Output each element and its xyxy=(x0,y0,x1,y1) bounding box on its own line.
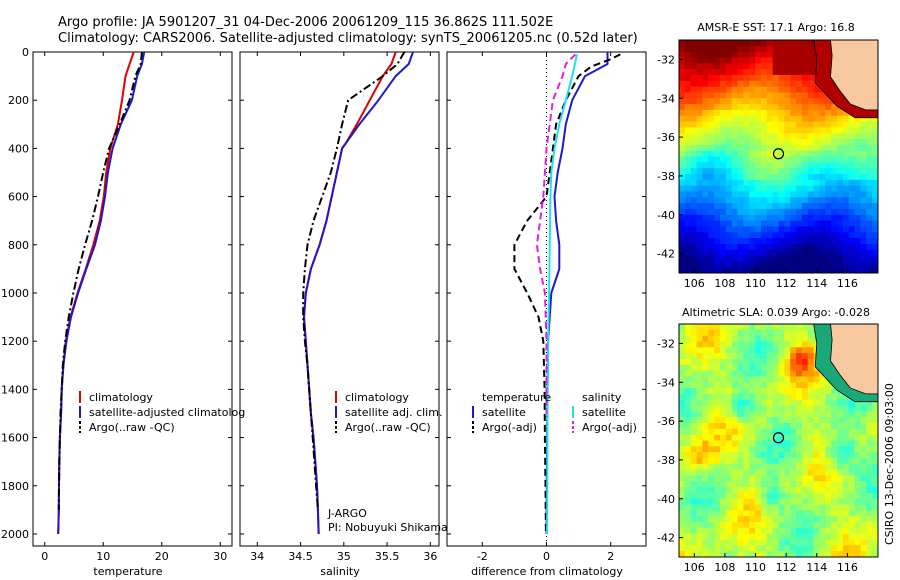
map-frame xyxy=(678,39,879,274)
legend-label-satellite: satellite adj. clim. xyxy=(345,406,442,419)
legend-label-satellite: satellite-adjusted climatolog xyxy=(89,406,245,419)
y-tick-label: -38 xyxy=(657,454,675,467)
x-tick-label: 20 xyxy=(155,550,169,563)
annotation-pi: PI: Nobuyuki Shikama xyxy=(328,521,448,534)
y-tick-label: -40 xyxy=(657,493,675,506)
series-line-climatology xyxy=(303,51,397,535)
y-tick-label: 2000 xyxy=(1,528,29,541)
series-line-argo-raw-qc xyxy=(57,51,143,510)
legend-title-salinity: salinity xyxy=(582,391,622,404)
x-tick-label: 114 xyxy=(806,277,827,290)
legend-label-temp-argo: Argo(-adj) xyxy=(482,421,537,434)
y-tick-label: -42 xyxy=(657,532,675,545)
difference-legend: temperature salinity satellite Argo(-adj… xyxy=(472,391,637,434)
y-tick-label: -32 xyxy=(657,337,675,350)
x-tick-label: 112 xyxy=(776,561,797,574)
x-tick-label: 108 xyxy=(714,277,735,290)
header-line1: Argo profile: JA 5901207_31 04-Dec-2006 … xyxy=(58,15,553,30)
y-tick-label: 1200 xyxy=(1,335,29,348)
annotation-programme: J-ARGO xyxy=(327,507,367,520)
series-line-temperature-argo-adj xyxy=(513,53,621,535)
x-tick-label: 10 xyxy=(96,550,110,563)
salinity-legend: climatology satellite adj. clim. Argo(..… xyxy=(327,391,448,534)
sst-heatmap-cells xyxy=(679,40,878,273)
series-line-satellite-adjusted-climatolog xyxy=(57,51,146,535)
sst-map-title: AMSR-E SST: 17.1 Argo: 16.8 xyxy=(697,21,855,34)
land-mass xyxy=(830,40,878,111)
x-tick-label: 34.5 xyxy=(288,550,313,563)
y-tick-label: 1000 xyxy=(1,287,29,300)
land-mass xyxy=(830,324,878,395)
sst-map: 106 108 110 112 114 116 -32 -34 -36 -38 -40 -42 xyxy=(657,39,879,290)
footer-timestamp: CSIRO 13-Dec-2006 09:03:00 xyxy=(883,383,896,545)
y-tick-label: -36 xyxy=(657,131,675,144)
y-tick-label: 1400 xyxy=(1,383,29,396)
legend-label-temp-satellite: satellite xyxy=(482,406,526,419)
y-tick-label: -34 xyxy=(657,376,675,389)
sla-map: 106 108 110 112 114 116 -32 -34 -36 -38 -40 -42 xyxy=(657,323,879,574)
x-tick-label: 116 xyxy=(837,277,858,290)
difference-axis-label: difference from climatology xyxy=(471,565,623,578)
difference-panel: -2 0 2 xyxy=(447,51,646,563)
series-line-argo-raw-qc xyxy=(302,51,406,510)
x-tick-label: 116 xyxy=(837,561,858,574)
y-tick-label: 0 xyxy=(22,46,29,59)
series-line-satellite-adj-clim xyxy=(303,51,414,535)
header-line2: Climatology: CARS2006. Satellite-adjuste… xyxy=(58,31,638,46)
series-line-salinity-satellite xyxy=(546,54,578,535)
y-tick-label: -38 xyxy=(657,170,675,183)
sla-map-title: Altimetric SLA: 0.039 Argo: -0.028 xyxy=(682,306,870,319)
salinity-panel: 34 34.5 35 35.5 36 xyxy=(240,51,439,563)
y-tick-label: -34 xyxy=(657,92,675,105)
x-tick-label: 110 xyxy=(745,561,766,574)
x-tick-label: 30 xyxy=(213,550,227,563)
temperature-panel-frame xyxy=(32,51,233,547)
temperature-axis-label: temperature xyxy=(93,565,162,578)
y-tick-label: -40 xyxy=(657,209,675,222)
y-tick-label: 600 xyxy=(8,191,29,204)
legend-label-argo: Argo(..raw -QC) xyxy=(89,421,175,434)
y-tick-label: 400 xyxy=(8,142,29,155)
y-tick-label: 1800 xyxy=(1,480,29,493)
sla-heatmap-cells xyxy=(679,324,878,557)
legend-title-temperature: temperature xyxy=(482,391,551,404)
x-tick-label: 34 xyxy=(250,550,264,563)
argo-position-marker xyxy=(772,148,785,160)
legend-label-sal-satellite: satellite xyxy=(582,406,626,419)
x-tick-label: 112 xyxy=(776,277,797,290)
x-tick-label: 108 xyxy=(714,561,735,574)
temperature-legend: climatology satellite-adjusted climatolo… xyxy=(79,391,245,434)
x-tick-label: 2 xyxy=(607,550,614,563)
x-tick-label: 114 xyxy=(806,561,827,574)
series-line-climatology xyxy=(57,51,135,535)
y-tick-label: 1600 xyxy=(1,432,29,445)
salinity-axis-label: salinity xyxy=(320,565,360,578)
x-tick-label: 0 xyxy=(41,550,48,563)
legend-label-climatology: climatology xyxy=(89,391,153,404)
legend-label-argo: Argo(..raw -QC) xyxy=(345,421,431,434)
y-tick-label: -36 xyxy=(657,415,675,428)
x-tick-label: 106 xyxy=(684,561,705,574)
x-tick-label: 35 xyxy=(337,550,351,563)
series-line-salinity-argo-adj xyxy=(535,53,577,414)
argo-position-marker xyxy=(772,432,785,444)
y-tick-label: 200 xyxy=(8,94,29,107)
y-tick-label: -32 xyxy=(657,53,675,66)
y-tick-label: -42 xyxy=(657,248,675,261)
legend-label-climatology: climatology xyxy=(345,391,409,404)
temperature-panel: 0 10 20 30 0 200 400 600 800 1000 1200 1400 1600 1800… xyxy=(1,46,232,563)
y-tick-label: 800 xyxy=(8,239,29,252)
x-tick-label: 0 xyxy=(543,550,550,563)
x-tick-label: 106 xyxy=(684,277,705,290)
map-frame xyxy=(678,323,879,558)
x-tick-label: 110 xyxy=(745,277,766,290)
legend-label-sal-argo: Argo(-adj) xyxy=(582,421,637,434)
x-tick-label: 35.5 xyxy=(375,550,400,563)
x-tick-label: -2 xyxy=(477,550,488,563)
salinity-panel-frame xyxy=(239,51,440,547)
x-tick-label: 36 xyxy=(423,550,437,563)
